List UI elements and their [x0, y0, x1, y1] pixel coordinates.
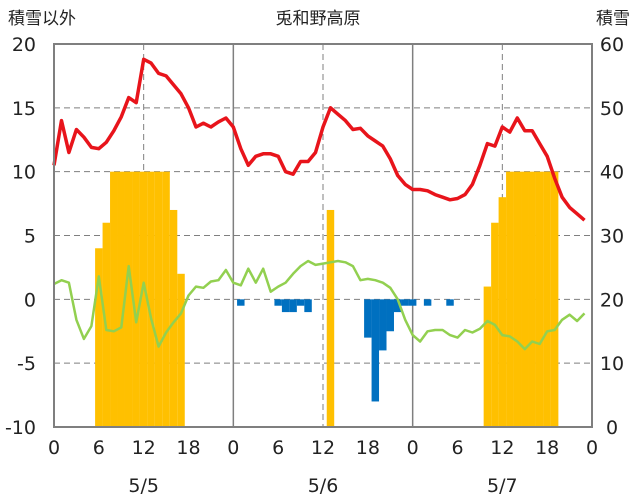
left-axis-label: 積雪以外: [8, 9, 76, 29]
blue-bar: [281, 299, 290, 313]
orange-bar: [124, 171, 133, 427]
blue-bar: [296, 299, 305, 306]
x-tick-label: 0: [48, 437, 60, 459]
blue-bar: [289, 299, 297, 313]
blue-bar: [401, 299, 409, 306]
orange-bar: [543, 171, 551, 427]
orange-bar: [535, 171, 544, 427]
blue-bar: [371, 299, 380, 402]
chart-title: 兎和野高原: [276, 9, 361, 29]
plot-frame: [53, 43, 593, 428]
blue-bar: [393, 299, 402, 313]
x-tick-label: 6: [451, 437, 463, 459]
left-tick-label: 0: [24, 289, 36, 311]
orange-bar: [147, 171, 155, 427]
orange-bar: [117, 171, 125, 427]
x-tick-label: 12: [490, 437, 514, 459]
orange-bar: [132, 171, 140, 427]
x-tick-label: 0: [407, 437, 419, 459]
orange-bar: [110, 171, 118, 427]
blue-bar: [423, 299, 432, 306]
blue-bar: [364, 299, 372, 338]
blue-bar: [446, 299, 454, 306]
left-tick-label: 10: [12, 162, 36, 184]
right-tick-label: 40: [600, 162, 624, 184]
x-tick-label: 0: [586, 437, 598, 459]
orange-bar: [139, 171, 148, 427]
left-tick-label: -5: [17, 353, 36, 375]
orange-bar: [154, 171, 163, 427]
green-line: [53, 259, 586, 351]
red-line: [52, 57, 586, 222]
day-label: 5/6: [308, 475, 339, 497]
x-tick-label: 18: [176, 437, 200, 459]
right-tick-label: 20: [600, 289, 624, 311]
lines-layer: [52, 57, 586, 351]
day-label: 5/5: [128, 475, 159, 497]
x-tick-label: 6: [272, 437, 284, 459]
right-tick-label: 10: [600, 353, 624, 375]
left-tick-label: 15: [12, 98, 36, 120]
orange-bar: [506, 171, 514, 427]
blue-bar: [386, 299, 394, 332]
orange-bar: [513, 171, 522, 427]
right-tick-label: 60: [600, 34, 624, 56]
blue-bar: [274, 299, 282, 306]
left-tick-label: 20: [12, 34, 36, 56]
blue-bar: [379, 299, 387, 351]
orange-bar: [483, 286, 492, 427]
left-tick-label: 5: [24, 226, 36, 248]
blue-bar: [304, 299, 312, 313]
day-label: 5/7: [487, 475, 518, 497]
orange-bar: [498, 197, 507, 427]
right-tick-label: 50: [600, 98, 624, 120]
orange-bar: [177, 273, 185, 427]
bars-layer: [95, 171, 559, 427]
right-tick-label: 0: [606, 417, 618, 439]
orange-bar: [162, 171, 170, 427]
x-tick-label: 12: [132, 437, 156, 459]
orange-bar: [528, 171, 536, 427]
x-tick-label: 6: [93, 437, 105, 459]
blue-bar: [408, 299, 417, 306]
right-axis-label: 積雪: [596, 9, 630, 29]
orange-bar: [326, 209, 335, 427]
x-tick-label: 12: [311, 437, 335, 459]
x-tick-label: 0: [227, 437, 239, 459]
x-tick-label: 18: [535, 437, 559, 459]
orange-bar: [95, 248, 103, 427]
blue-bar: [237, 299, 245, 306]
left-tick-label: -10: [5, 417, 36, 439]
orange-bar: [169, 209, 178, 427]
orange-bar: [550, 171, 559, 427]
right-tick-label: 30: [600, 226, 624, 248]
orange-bar: [521, 171, 529, 427]
x-tick-label: 18: [356, 437, 380, 459]
